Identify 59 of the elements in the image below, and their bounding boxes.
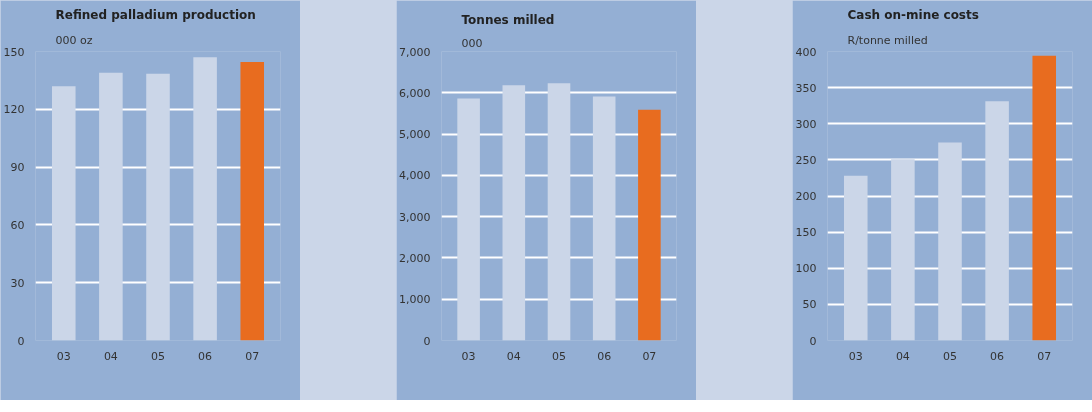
x-tick-label: 06 [198,349,213,363]
chart-subtitle: 000 oz [55,33,93,47]
chart-subtitle: R/tonne milled [847,33,928,47]
x-tick-label: 04 [895,349,910,363]
bar [240,62,265,341]
y-tick-label: 90 [10,161,25,175]
x-tick-label: 04 [103,349,118,363]
y-tick-label: 0 [423,334,431,348]
chart-title: Refined palladium production [55,7,256,22]
bar [99,72,123,341]
chart-title: Tonnes milled [461,12,555,27]
y-tick-label: 3,000 [399,210,431,224]
y-tick-label: 250 [795,153,817,167]
y-tick-label: 50 [802,298,817,312]
x-tick-label: 06 [597,349,612,363]
bar [547,83,571,341]
bar [592,96,616,341]
bar [891,159,915,341]
y-tick-label: 6,000 [399,86,431,100]
y-tick-label: 350 [795,81,817,95]
bar [938,142,962,341]
x-tick-label: 05 [552,349,566,363]
x-tick-label: 07 [245,349,260,363]
bar [51,86,76,341]
y-tick-label: 1,000 [399,293,431,307]
y-tick-label: 120 [3,103,25,117]
y-tick-label: 300 [795,117,817,131]
chart-subtitle: 000 [461,36,483,50]
chart-title: Cash on-mine costs [847,7,979,22]
y-tick-label: 2,000 [399,251,431,265]
y-tick-label: 5,000 [399,128,431,142]
bar [1032,55,1057,341]
x-tick-label: 07 [1037,349,1052,363]
x-tick-label: 03 [461,349,476,363]
y-tick-label: 0 [809,334,817,348]
x-tick-label: 07 [642,349,657,363]
y-tick-label: 400 [795,45,817,59]
y-tick-label: 4,000 [399,169,431,183]
bar [457,98,480,341]
x-tick-label: 03 [848,349,863,363]
bar [146,73,170,341]
x-tick-label: 06 [990,349,1005,363]
bar [502,85,526,341]
y-tick-label: 100 [795,262,817,276]
x-tick-label: 05 [151,349,165,363]
x-tick-label: 04 [506,349,521,363]
y-tick-label: 200 [795,190,817,203]
y-tick-label: 0 [17,334,25,348]
bar [985,101,1009,341]
bar [193,57,217,341]
y-tick-label: 30 [10,276,25,290]
x-tick-label: 03 [56,349,71,363]
x-tick-label: 05 [943,349,957,363]
y-tick-label: 150 [3,45,25,59]
bar [638,109,661,341]
y-tick-label: 150 [795,226,817,240]
y-tick-label: 7,000 [399,45,431,59]
bar [843,175,868,341]
y-tick-label: 60 [10,218,25,232]
